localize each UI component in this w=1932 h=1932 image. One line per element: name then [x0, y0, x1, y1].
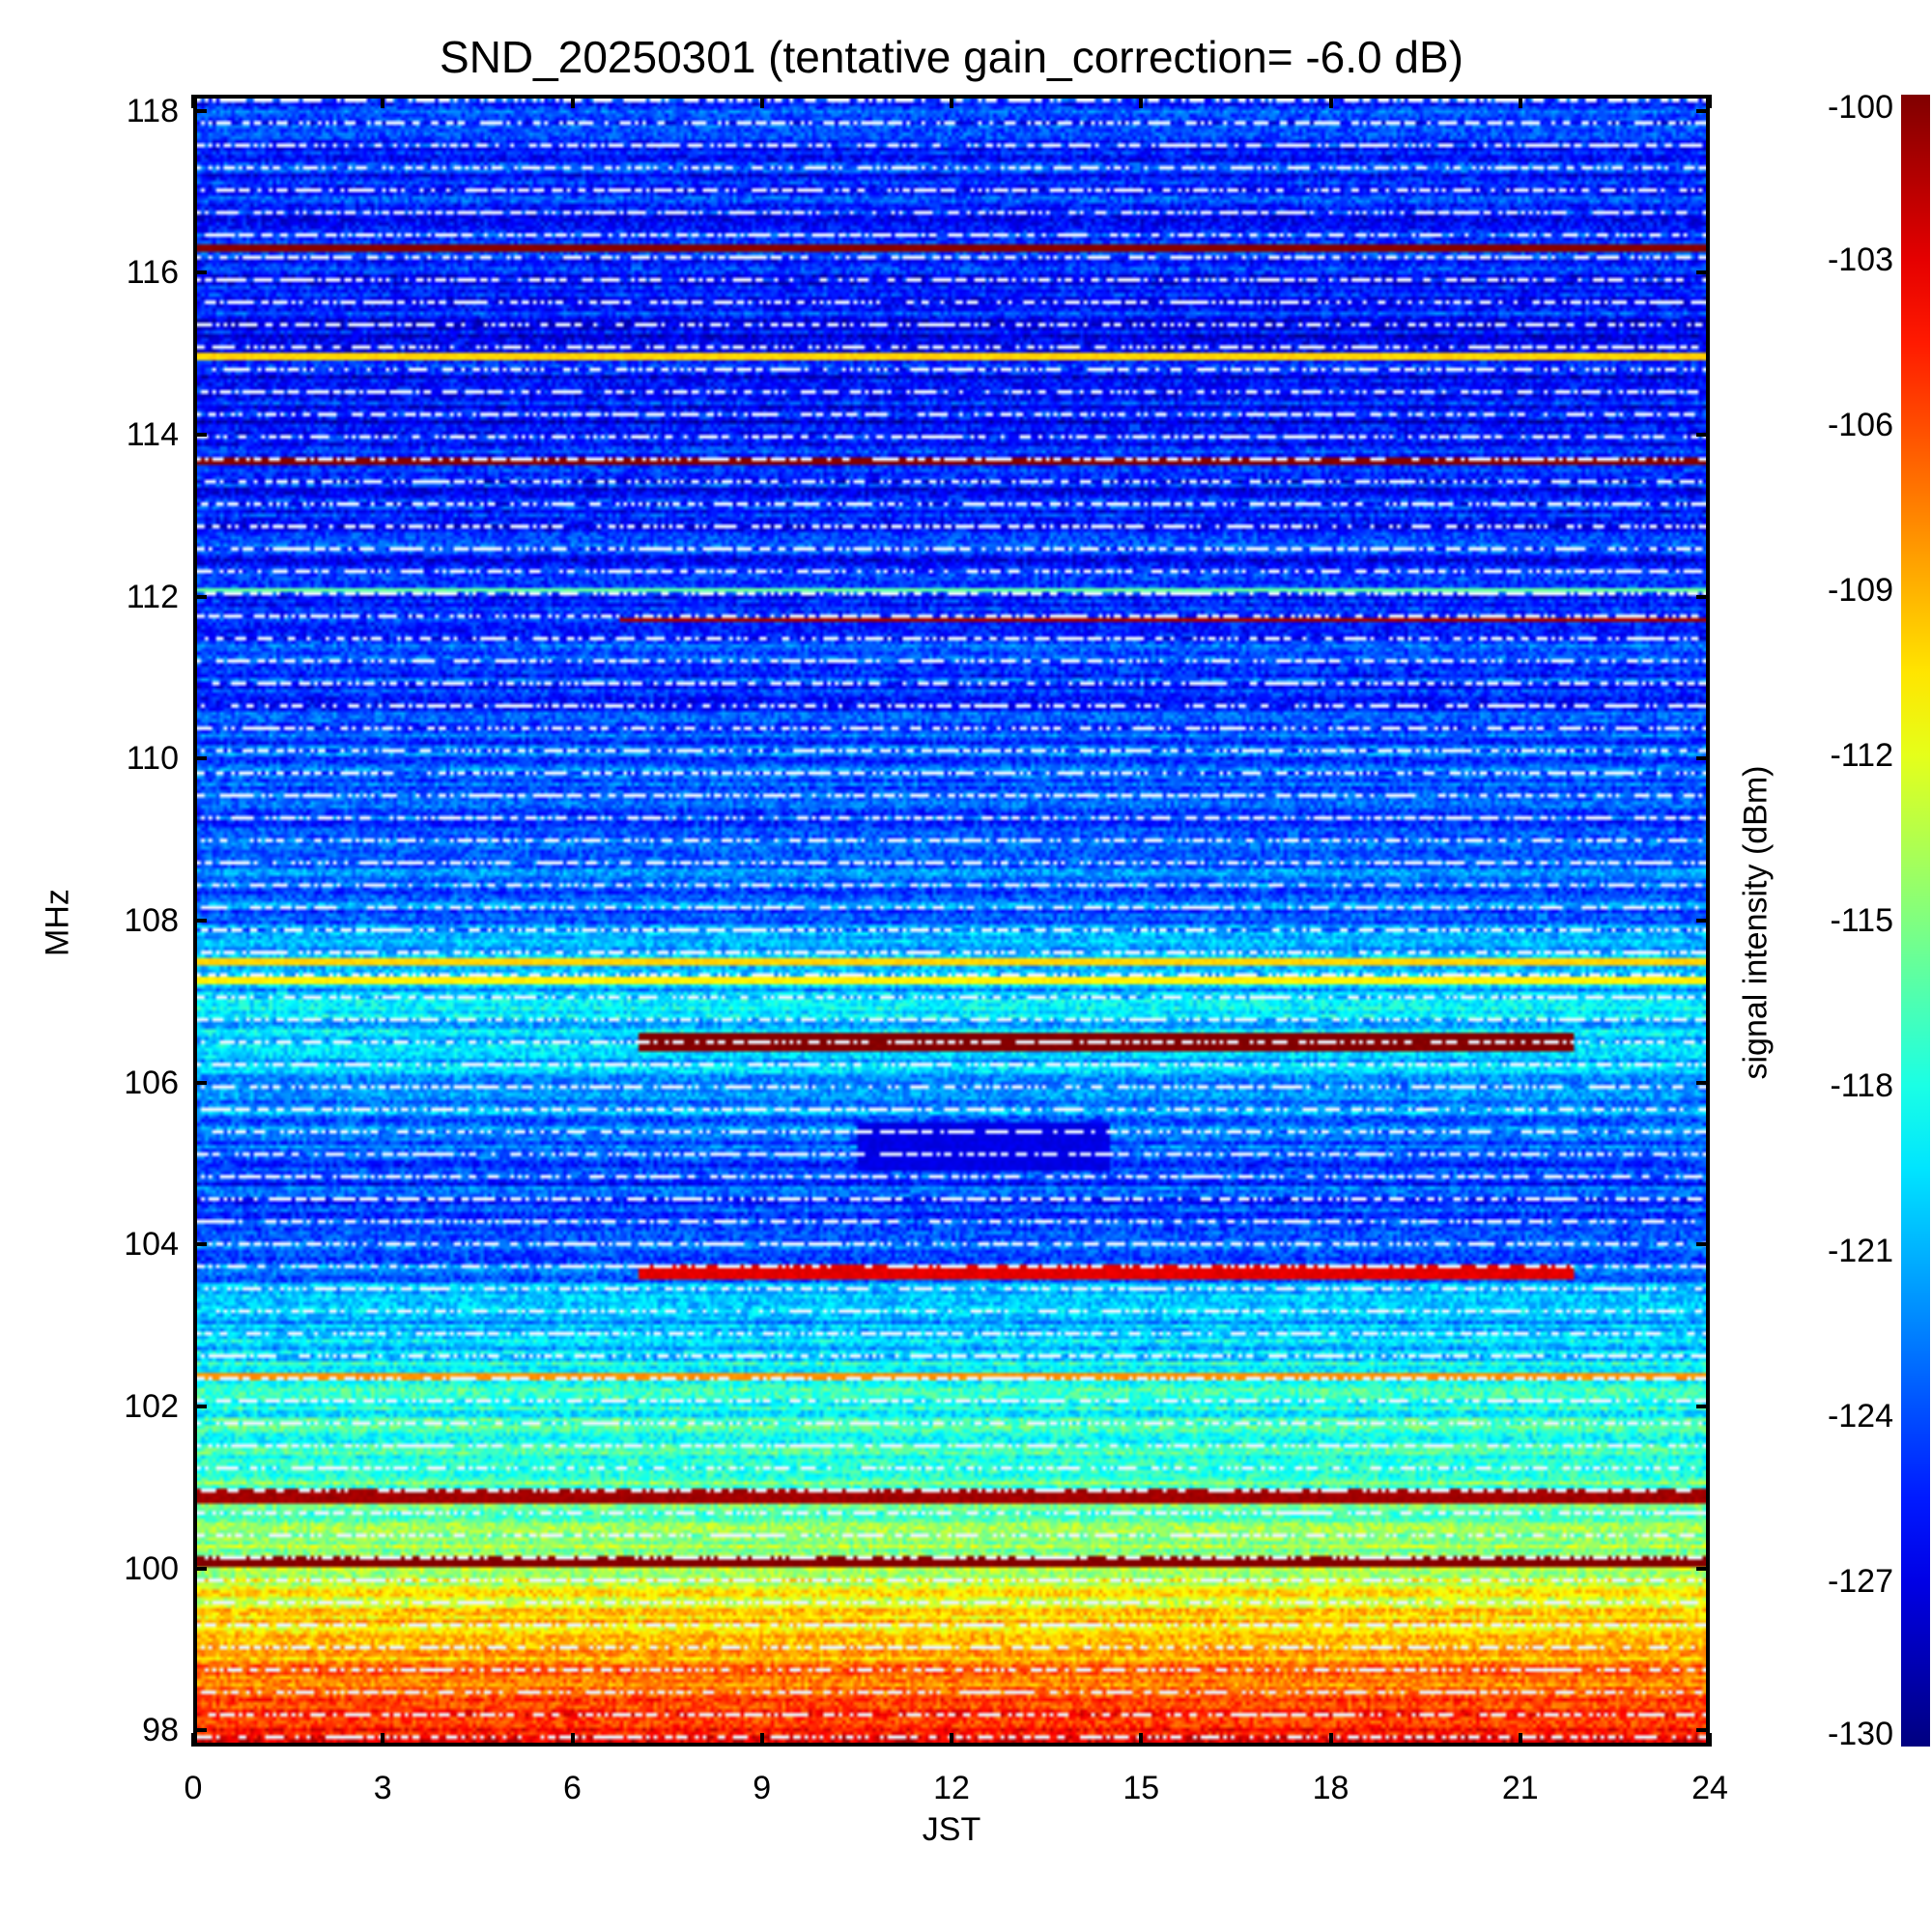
y-tick-mark: [1696, 270, 1710, 275]
x-tick-mark: [1139, 1733, 1144, 1747]
x-tick-mark: [1518, 95, 1522, 108]
x-tick-label: 15: [1122, 1770, 1160, 1806]
y-tick-mark: [1696, 433, 1710, 438]
x-tick-mark: [759, 95, 764, 108]
y-tick-mark: [1696, 919, 1710, 923]
x-tick-mark: [570, 95, 575, 108]
spectrogram-heatmap: [197, 99, 1706, 1743]
colorbar-tick-label: -121: [1827, 1233, 1893, 1269]
chart-title: SND_20250301 (tentative gain_correction=…: [440, 32, 1463, 82]
y-tick-label: 106: [124, 1064, 179, 1101]
x-tick-mark: [381, 95, 385, 108]
y-tick-label: 100: [124, 1549, 179, 1587]
y-tick-mark: [193, 108, 207, 113]
colorbar-tick-label: -124: [1827, 1398, 1893, 1435]
x-tick-mark: [381, 1733, 385, 1747]
y-tick-mark: [1696, 108, 1710, 113]
y-tick-mark: [1696, 1242, 1710, 1247]
y-tick-mark: [193, 1404, 207, 1408]
y-axis-label: MHz: [39, 889, 76, 956]
y-tick-mark: [193, 594, 207, 599]
y-tick-mark: [193, 1242, 207, 1247]
x-axis-label: JST: [922, 1811, 981, 1848]
colorbar-tick-label: -100: [1827, 89, 1893, 126]
x-tick-mark: [1708, 95, 1712, 108]
y-tick-mark: [193, 756, 207, 761]
y-tick-mark: [1696, 1728, 1710, 1733]
y-tick-label: 102: [124, 1387, 179, 1425]
x-tick-mark: [1328, 1733, 1333, 1747]
y-tick-label: 116: [126, 254, 179, 292]
colorbar-tick-label: -103: [1827, 242, 1893, 278]
y-tick-mark: [1696, 756, 1710, 761]
x-tick-mark: [1328, 95, 1333, 108]
x-tick-label: 6: [563, 1770, 582, 1806]
colorbar-tick-label: -115: [1830, 902, 1893, 939]
x-tick-mark: [570, 1733, 575, 1747]
colorbar-tick-label: -109: [1827, 572, 1893, 609]
x-tick-mark: [1518, 1733, 1522, 1747]
x-tick-label: 3: [373, 1770, 392, 1806]
y-tick-label: 110: [126, 740, 179, 778]
x-tick-mark: [191, 95, 195, 108]
x-tick-label: 9: [753, 1770, 772, 1806]
y-tick-mark: [193, 1566, 207, 1571]
y-tick-mark: [1696, 1566, 1710, 1571]
y-tick-mark: [193, 433, 207, 438]
y-tick-mark: [193, 1728, 207, 1733]
colorbar-tick-label: -127: [1827, 1563, 1893, 1600]
x-tick-label: 21: [1501, 1770, 1539, 1806]
y-tick-label: 112: [126, 578, 179, 615]
x-tick-mark: [191, 1733, 195, 1747]
x-tick-mark: [1708, 1733, 1712, 1747]
x-tick-label: 12: [933, 1770, 970, 1806]
heatmap-plot-area: [193, 95, 1710, 1747]
y-tick-mark: [1696, 1404, 1710, 1408]
x-tick-label: 0: [184, 1770, 203, 1806]
y-tick-label: 104: [124, 1226, 179, 1264]
y-tick-mark: [1696, 594, 1710, 599]
x-tick-label: 24: [1691, 1770, 1728, 1806]
y-tick-label: 108: [124, 902, 179, 939]
y-tick-mark: [193, 919, 207, 923]
x-tick-mark: [1139, 95, 1144, 108]
colorbar-label: signal intensity (dBm): [1737, 765, 1775, 1080]
y-tick-label: 98: [142, 1712, 179, 1749]
x-tick-mark: [950, 95, 953, 108]
y-tick-label: 118: [126, 92, 179, 129]
colorbar-tick-label: -118: [1830, 1067, 1893, 1104]
colorbar-tick-label: -130: [1827, 1716, 1893, 1752]
x-tick-mark: [950, 1733, 953, 1747]
y-tick-mark: [193, 270, 207, 275]
x-tick-mark: [759, 1733, 764, 1747]
y-tick-label: 114: [126, 416, 179, 454]
y-tick-mark: [1696, 1080, 1710, 1085]
y-tick-mark: [193, 1080, 207, 1085]
colorbar: [1901, 95, 1930, 1747]
colorbar-tick-label: -106: [1827, 407, 1893, 443]
colorbar-tick-label: -112: [1830, 737, 1893, 774]
x-tick-label: 18: [1312, 1770, 1350, 1806]
